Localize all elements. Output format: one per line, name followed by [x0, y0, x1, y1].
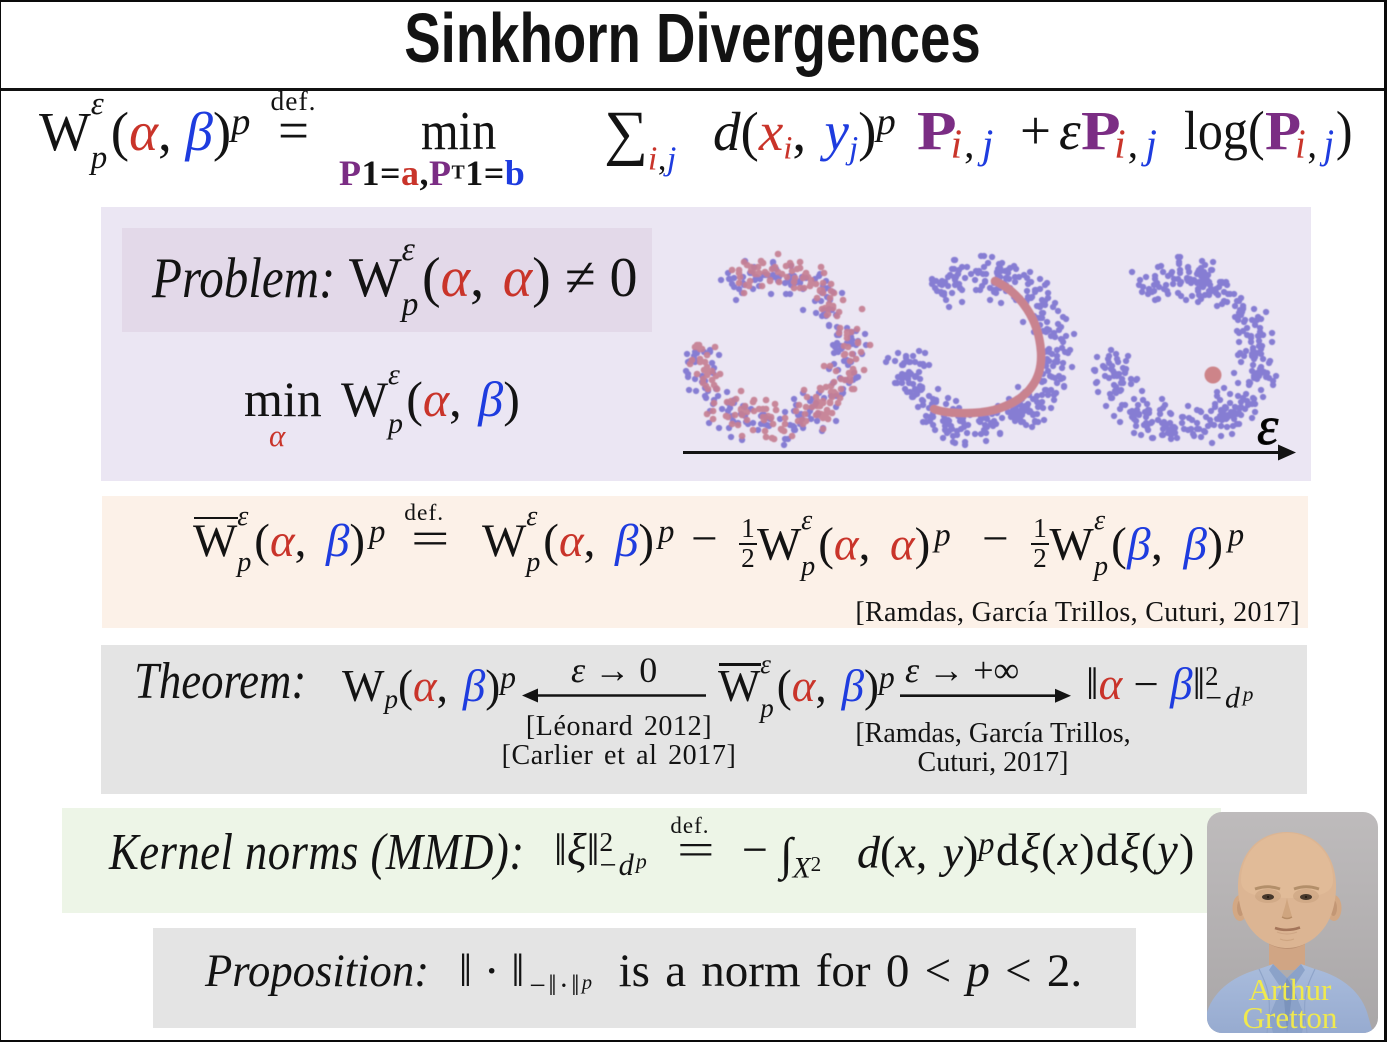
svg-text:Arthur: Arthur: [1249, 972, 1332, 1007]
svg-text:ε: ε: [1257, 396, 1279, 456]
svg-text:Gretton: Gretton: [1243, 1000, 1338, 1033]
